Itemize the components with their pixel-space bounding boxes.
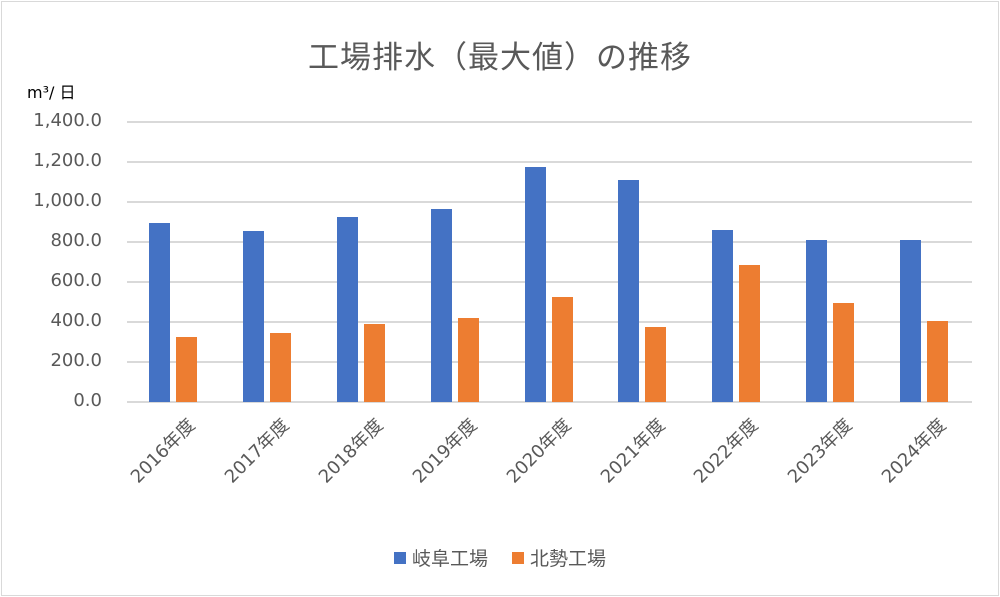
bar-gifu [242,231,264,402]
bar-gifu [524,167,546,402]
x-tick-label: 2021年度 [596,414,670,488]
gridline [127,241,972,243]
gridline [127,321,972,323]
bar-gifu [712,230,734,402]
bar-gifu [336,217,358,402]
x-tick-label: 2018年度 [314,414,388,488]
bar-gifu [618,180,640,402]
bar-hokusei [927,321,949,402]
bar-hokusei [457,318,479,402]
y-tick-label: 400.0 [50,310,102,331]
gridline [127,161,972,163]
x-tick-label: 2019年度 [408,414,482,488]
bar-gifu [900,239,922,402]
legend-swatch-icon [393,551,406,564]
x-tick-label: 2020年度 [502,414,576,488]
legend-label: 北勢工場 [530,548,607,570]
y-tick-label: 200.0 [50,350,102,371]
bar-hokusei [363,324,385,402]
legend: 岐阜工場 北勢工場 [2,544,998,571]
legend-swatch-icon [512,551,524,564]
bar-hokusei [176,337,197,402]
chart-title: 工場排水（最大値）の推移 [308,40,692,76]
y-tick-label: 600.0 [50,270,102,291]
x-tick-label: 2017年度 [220,414,294,488]
x-tick-label: 2022年度 [690,414,763,488]
y-tick-label: 1,400.0 [33,110,102,131]
gridline [127,121,972,123]
gridline [127,201,972,203]
y-tick-label: 800.0 [50,230,102,251]
y-tick-label: 1,000.0 [33,190,102,211]
gridline [127,401,972,403]
y-tick-label: 0.0 [73,390,102,411]
plot-area: 0.0 200.0 400.0 600.0 800.0 1,000.0 1,200.0 1,4… [33,110,972,411]
legend-item: 北勢工場 [512,544,606,571]
bar-gifu [430,208,452,402]
gridline [127,361,972,363]
bar-gifu [806,239,828,402]
legend-item: 岐阜工場 [393,544,488,571]
x-tick-label: 2024年度 [878,414,951,488]
bar-gifu [149,223,170,402]
bar-hokusei [551,297,573,402]
y-tick-label: 1,200.0 [33,150,102,171]
gridline [127,281,972,283]
bar-hokusei [833,303,855,402]
y-axis-unit-label: m³/ 日 [27,83,76,102]
bar-hokusei [739,265,761,402]
bar-hokusei [645,327,667,402]
legend-label: 岐阜工場 [411,548,488,570]
bar-hokusei [269,333,291,402]
x-tick-label: 2016年度 [126,414,200,488]
x-tick-label: 2023年度 [784,414,857,488]
